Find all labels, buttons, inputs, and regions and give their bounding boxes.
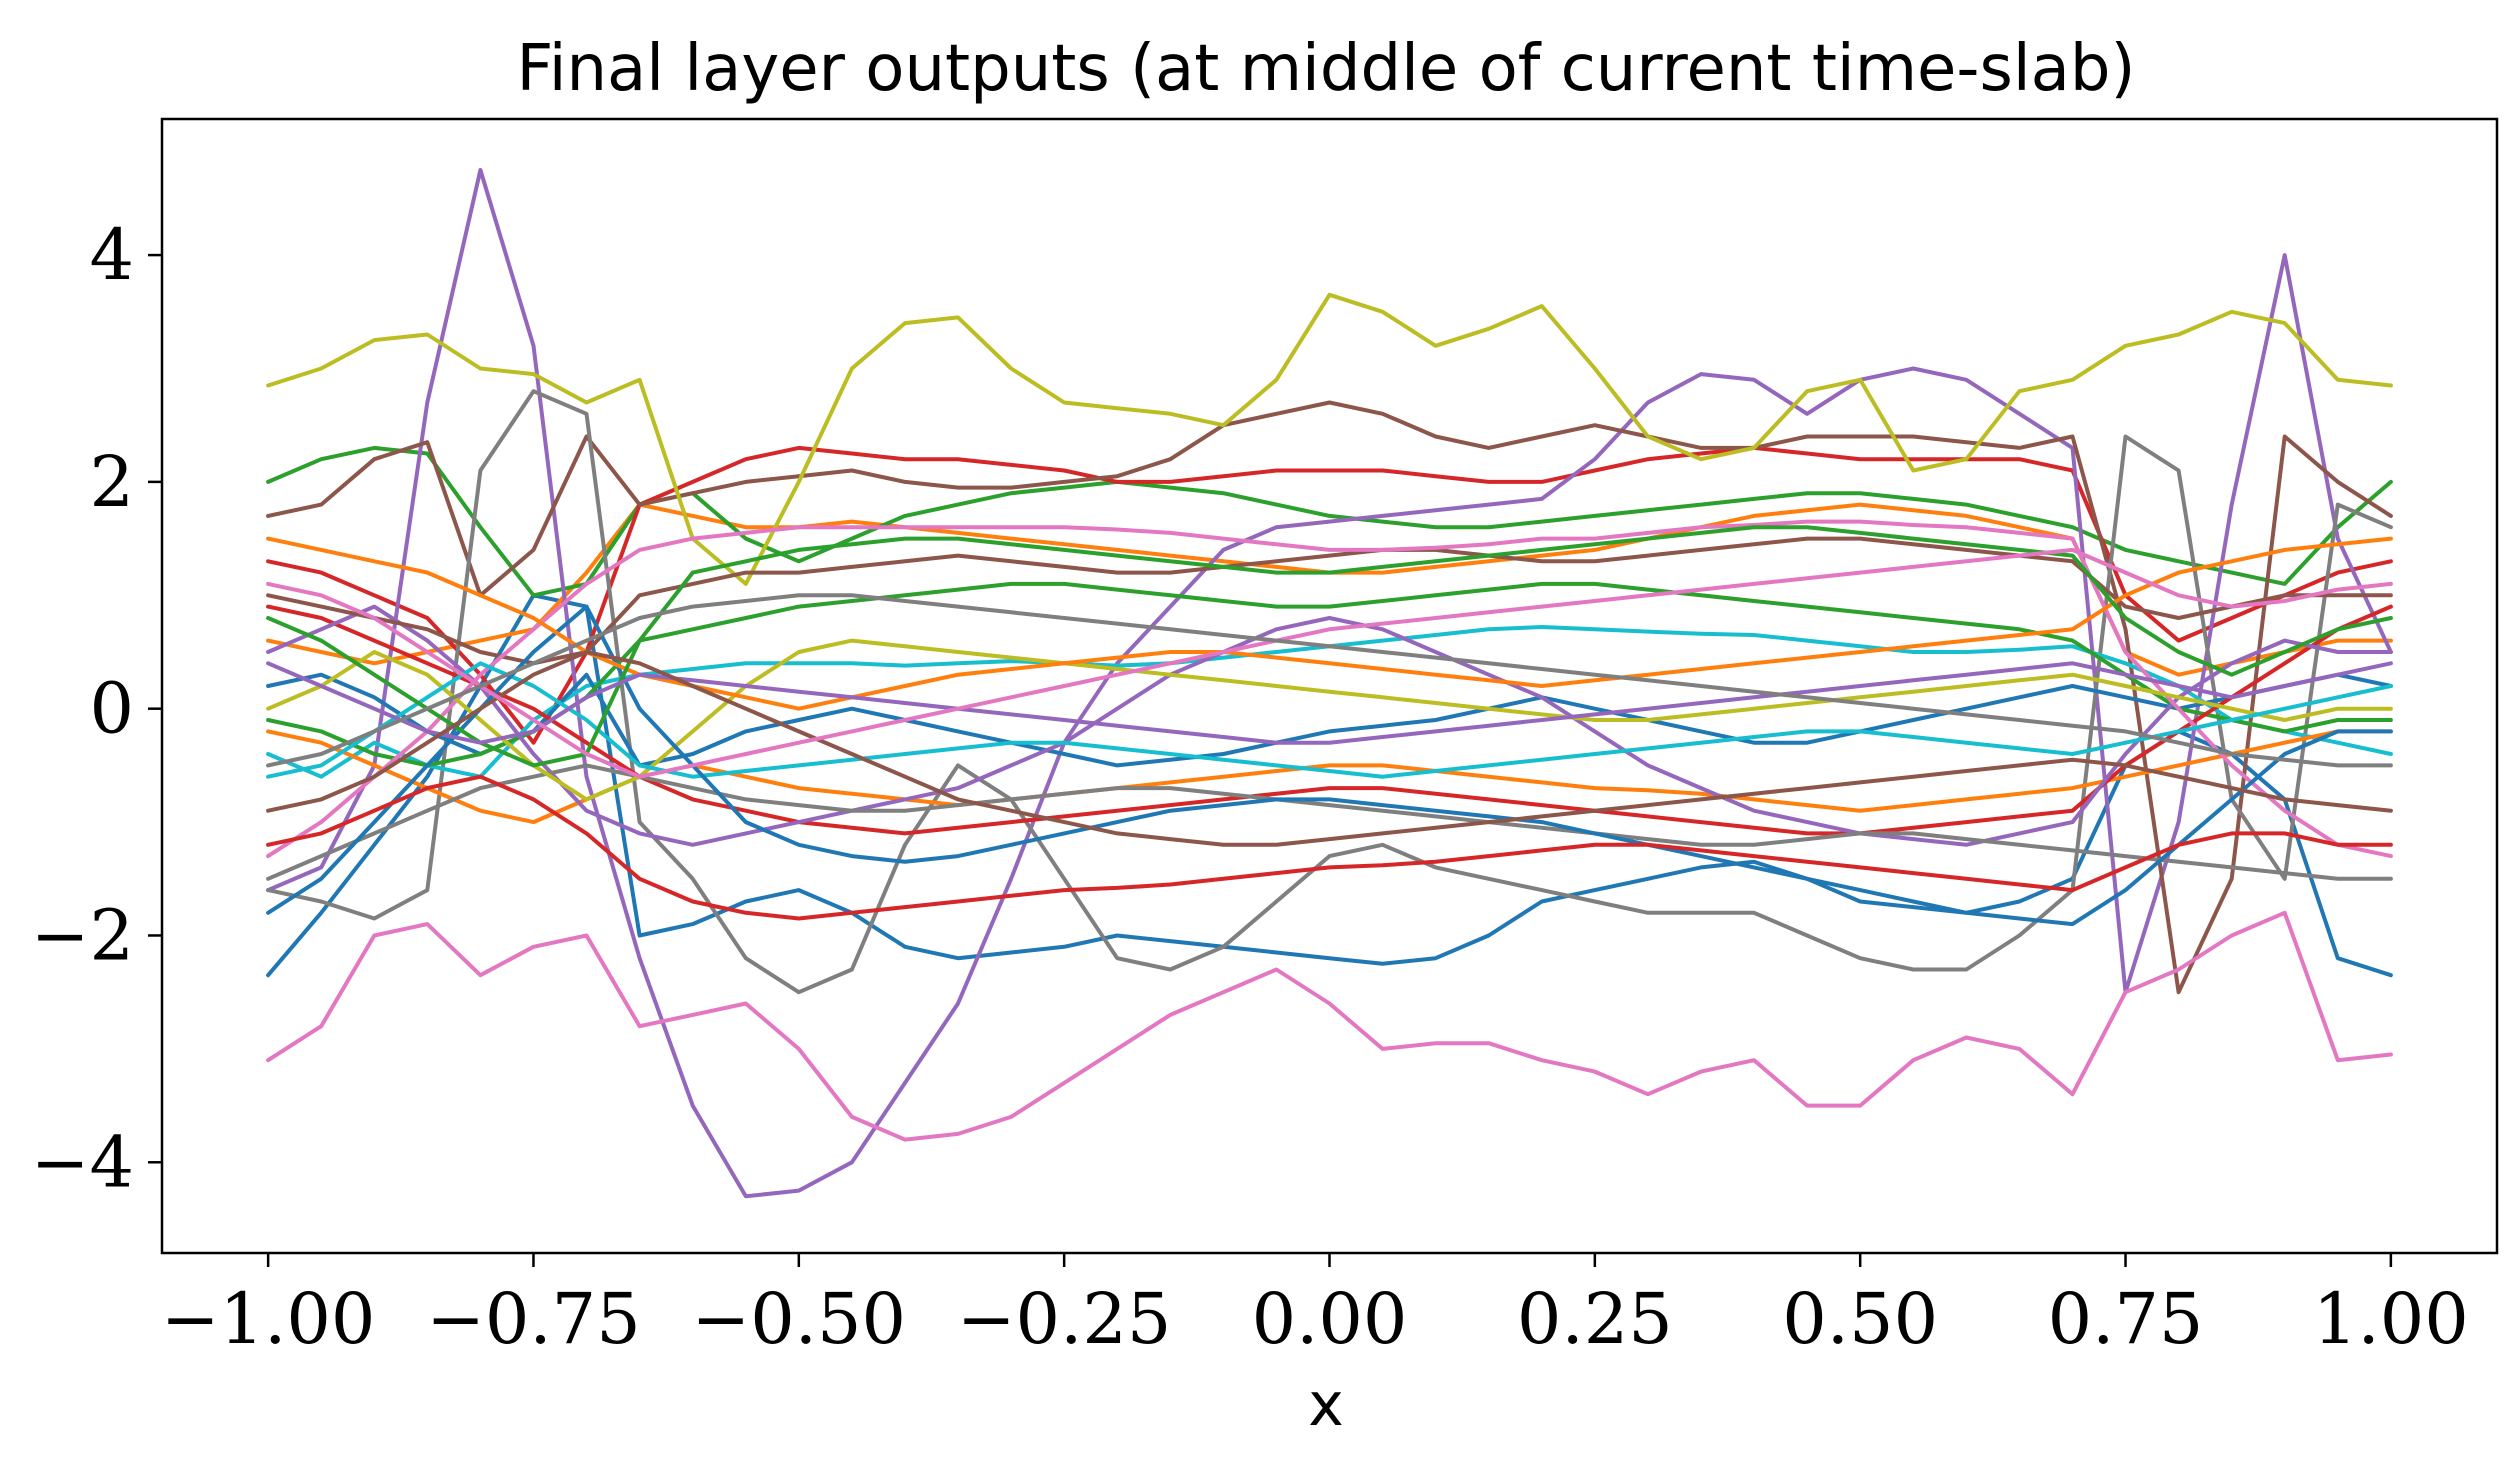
- series-layer: [266, 168, 2393, 1199]
- x-tick-label: 0.75: [2048, 1278, 2204, 1360]
- series-line-24: [266, 774, 2393, 921]
- series-line-19: [266, 638, 2393, 802]
- x-tick-label: −0.50: [692, 1278, 907, 1360]
- series-line-4: [266, 445, 2393, 745]
- series-line-17: [266, 519, 2393, 859]
- x-tick-label: −0.25: [957, 1278, 1172, 1360]
- y-tick-label: 4: [89, 214, 134, 296]
- series-line-28: [266, 593, 2393, 768]
- x-tick-label: −1.00: [161, 1278, 376, 1360]
- series-line-3: [266, 445, 2393, 598]
- x-tick-label: 1.00: [2313, 1278, 2469, 1360]
- series-line-7: [266, 910, 2393, 1142]
- x-tick-label: 0.00: [1252, 1278, 1408, 1360]
- y-tick-label: −2: [31, 894, 134, 976]
- series-line-20: [266, 661, 2393, 779]
- series-line-14: [266, 604, 2393, 836]
- x-tick-label: 0.50: [1782, 1278, 1938, 1360]
- series-line-6: [266, 400, 2393, 995]
- y-axis: −4 −2 0 2 4: [31, 214, 162, 1203]
- series-line-26: [266, 650, 2393, 847]
- x-axis-label: x: [1308, 1370, 1344, 1440]
- y-tick-label: 2: [89, 441, 134, 523]
- series-line-25: [266, 661, 2393, 745]
- y-tick-label: 0: [89, 668, 134, 750]
- y-tick-label: −4: [31, 1121, 134, 1203]
- series-line-15: [266, 604, 2393, 847]
- series-line-18: [266, 763, 2393, 881]
- chart-title: Final layer outputs (at middle of curren…: [517, 32, 2136, 106]
- series-line-9: [266, 292, 2393, 586]
- series-line-11: [266, 672, 2393, 768]
- series-line-27: [266, 547, 2393, 779]
- x-tick-label: 0.25: [1517, 1278, 1673, 1360]
- x-axis: −1.00 −0.75 −0.50 −0.25 0.00 0.25 0.50 0.75 1.00: [161, 1253, 2469, 1360]
- series-line-5: [266, 168, 2393, 1199]
- series-line-22: [266, 536, 2393, 711]
- x-tick-label: −0.75: [426, 1278, 641, 1360]
- series-line-16: [266, 536, 2393, 666]
